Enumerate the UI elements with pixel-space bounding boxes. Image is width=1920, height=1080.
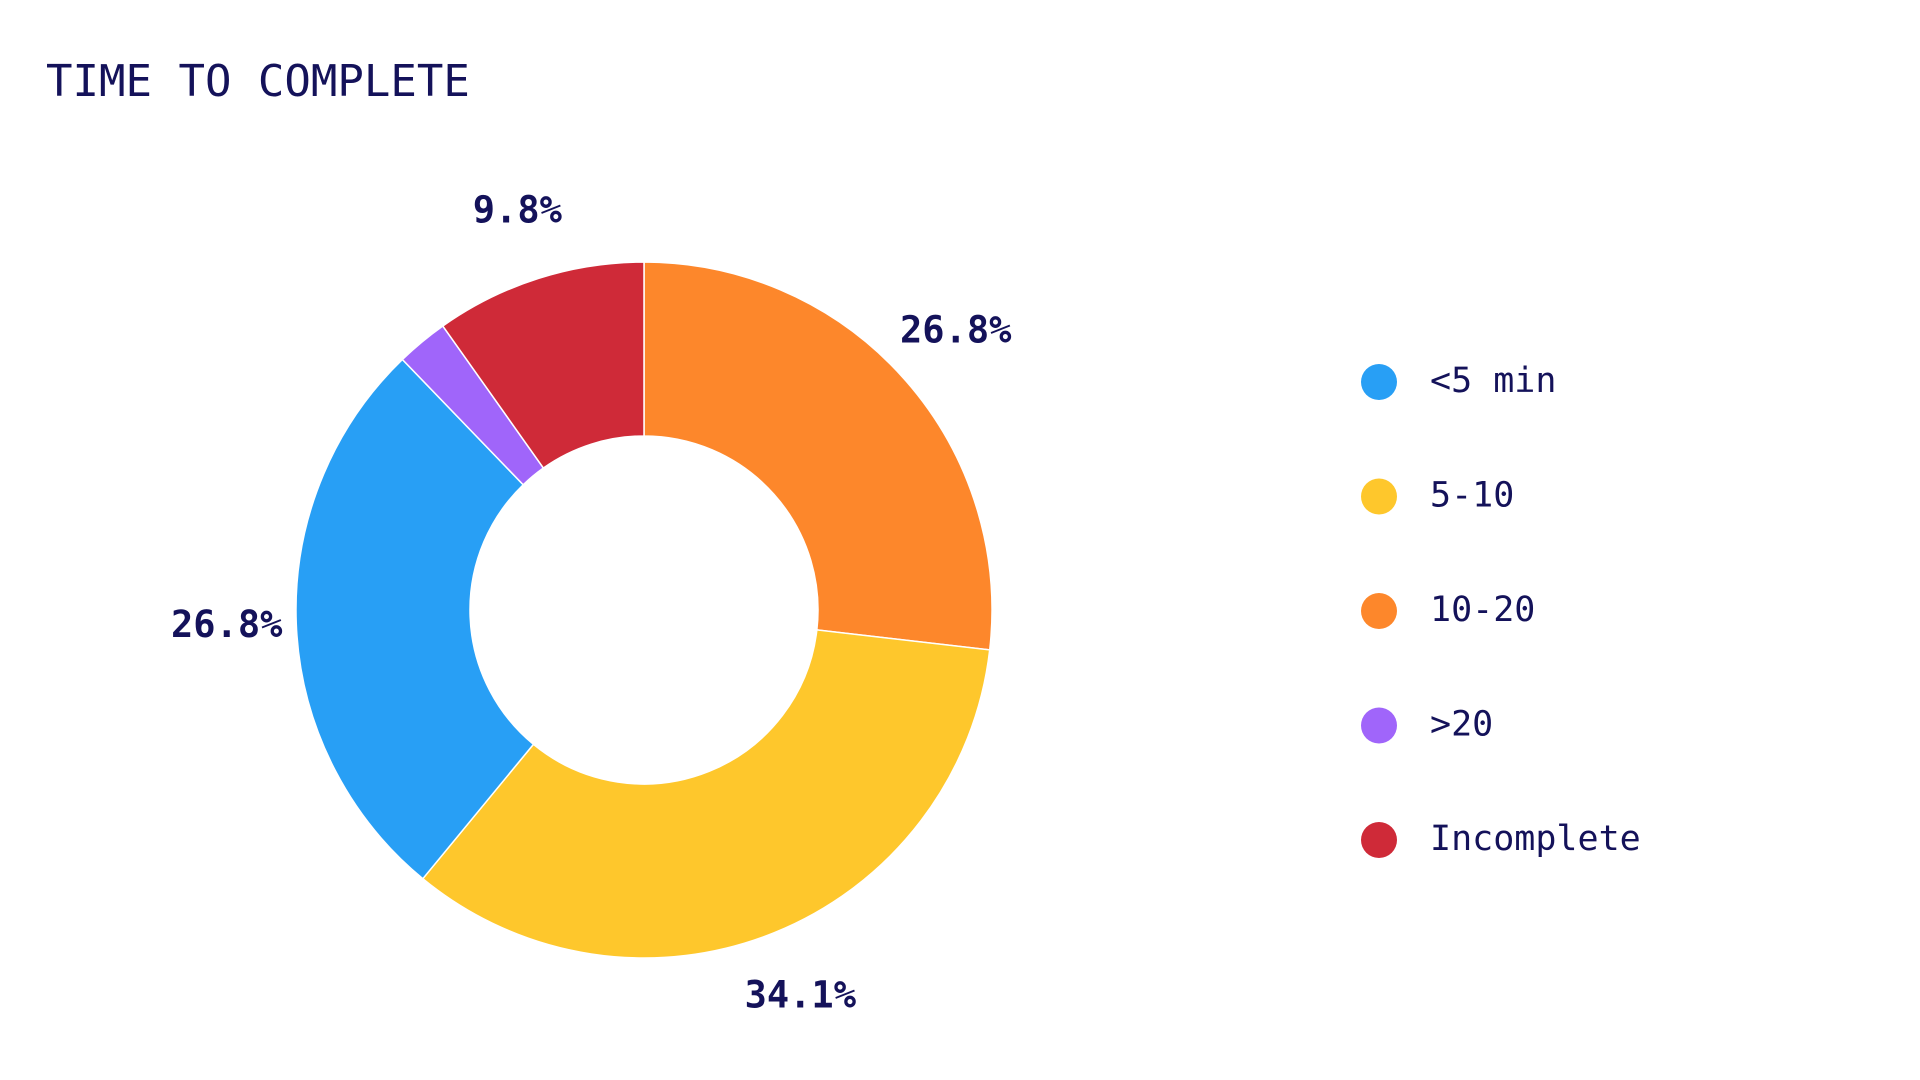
legend-label: 5-10: [1430, 476, 1514, 516]
legend-label: >20: [1430, 705, 1493, 745]
chart-title: TIME TO COMPLETE: [46, 56, 470, 107]
legend-swatch: [1361, 822, 1397, 858]
legend-swatch: [1361, 478, 1397, 515]
legend-label: <5 min: [1430, 361, 1556, 401]
legend-swatch: [1361, 593, 1397, 629]
donut-slice: [421, 629, 991, 959]
value-label: 9.8%: [473, 189, 563, 232]
legend-swatch: [1361, 707, 1397, 744]
donut-slice: [295, 358, 535, 880]
legend-label: 10-20: [1430, 590, 1535, 630]
legend-label: Incomplete: [1430, 819, 1641, 859]
donut-slice: [643, 261, 993, 651]
legend-swatch: [1361, 364, 1397, 400]
value-label: 34.1%: [745, 974, 857, 1017]
value-label: 26.8%: [171, 603, 283, 646]
donut-slice: [441, 261, 645, 470]
value-label: 26.8%: [900, 309, 1012, 352]
